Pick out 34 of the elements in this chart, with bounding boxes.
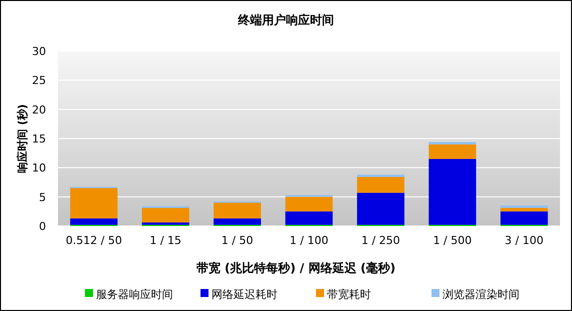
bar	[285, 196, 333, 212]
y-tick-label: 15	[32, 132, 46, 146]
legend-label: 带宽耗时	[327, 288, 371, 301]
y-tick-label: 0	[39, 220, 46, 233]
y-axis-title: 响应时间 (秒)	[16, 104, 29, 173]
bar	[500, 208, 548, 212]
y-tick-label: 25	[32, 74, 46, 88]
bar	[428, 144, 476, 159]
x-tick-label: 1 / 250	[361, 234, 400, 247]
y-tick-label: 5	[39, 190, 46, 204]
x-tick-label: 0.512 / 50	[66, 234, 122, 247]
y-tick-label: 10	[32, 162, 46, 175]
x-axis-title: 带宽 (兆比特每秒) / 网络延迟 (毫秒)	[196, 261, 396, 275]
legend-label: 浏览器渲染时间	[442, 288, 520, 301]
y-tick-label: 30	[32, 45, 46, 58]
bar	[285, 211, 333, 225]
x-tick-label: 1 / 500	[433, 234, 472, 247]
legend-label: 网络延迟耗时	[212, 288, 278, 301]
x-tick-label: 1 / 15	[150, 234, 182, 247]
y-tick-label: 20	[32, 103, 46, 116]
bar	[428, 158, 476, 225]
bar	[142, 208, 190, 222]
x-tick-label: 1 / 100	[290, 234, 328, 247]
bar	[357, 192, 404, 225]
chart-title: 终端用户响应时间	[237, 13, 334, 27]
bar	[500, 211, 548, 225]
bar	[214, 202, 261, 218]
bar	[70, 218, 118, 225]
bar	[357, 177, 404, 193]
legend-label: 服务器响应时间	[96, 288, 173, 301]
x-tick-label: 3 / 100	[504, 234, 544, 247]
x-tick-label: 1 / 50	[221, 234, 254, 247]
bar	[70, 188, 118, 218]
bar	[214, 218, 261, 225]
